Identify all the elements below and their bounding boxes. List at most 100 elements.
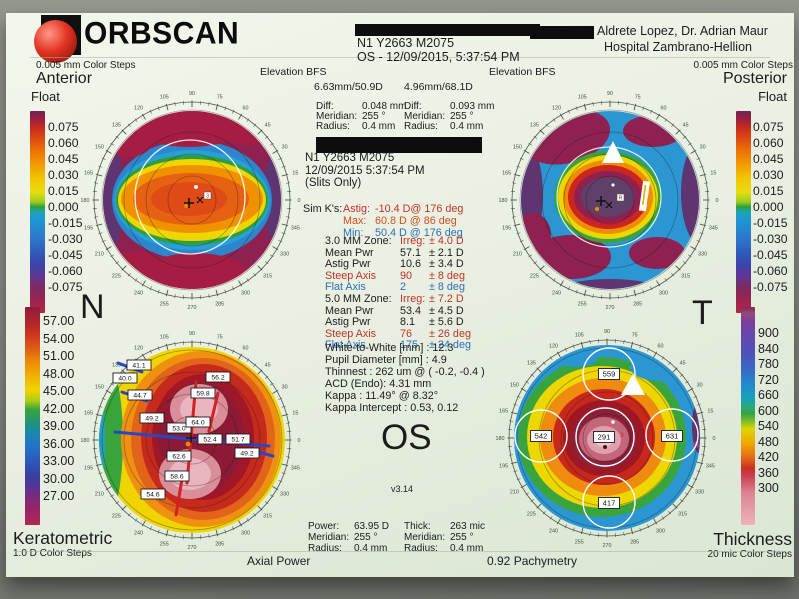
- grid-tick: [110, 142, 114, 146]
- clinician-name: Aldrete Lopez, Dr. Adrian Maur: [597, 24, 768, 38]
- scale-tick-label: -0.045: [753, 248, 788, 262]
- kv-value: 0.4 mm: [450, 121, 484, 133]
- grid-tick: [224, 346, 227, 351]
- degree-label: 30: [700, 145, 706, 151]
- grid-tick: [664, 118, 668, 122]
- grid-tick: [281, 472, 286, 475]
- grid-tick: [165, 529, 169, 537]
- grid-tick: [174, 534, 176, 539]
- scale-tick-label: 780: [758, 357, 779, 371]
- degree-label: 270: [188, 305, 197, 311]
- degree-label: 0: [713, 436, 716, 442]
- grid-tick: [516, 395, 521, 398]
- degree-label: 135: [527, 360, 536, 366]
- grid-tick: [232, 526, 235, 531]
- zone-cell: ± 3.4 D: [429, 258, 464, 271]
- degree-label: 60: [658, 343, 664, 349]
- kv-label: Radius:: [404, 121, 438, 133]
- grid-tick: [93, 456, 98, 458]
- zone-circle-nasal: [514, 409, 568, 463]
- grid-tick: [157, 529, 160, 534]
- scale-tick-label: 39.00: [43, 419, 75, 433]
- version-label: v3.14: [391, 484, 414, 494]
- degree-label: 105: [575, 333, 584, 339]
- grid-tick: [105, 486, 112, 491]
- grid-tick: [656, 113, 661, 120]
- grid-tick: [149, 109, 152, 114]
- scale-tick-label: 33.00: [43, 454, 75, 468]
- degree-label: 120: [134, 105, 143, 111]
- posterior-title: Posterior: [722, 70, 787, 87]
- zone-cell: ± 26 deg: [429, 327, 471, 340]
- scale-tick-label: -0.045: [48, 248, 83, 262]
- degree-label: 255: [160, 541, 169, 547]
- map-value-chip: [530, 430, 552, 442]
- grid-tick: [215, 289, 219, 297]
- map-value-text: 58.6: [170, 473, 183, 480]
- scale-tick-label: 600: [758, 403, 779, 418]
- scale-tick-label: 0.015: [48, 184, 79, 198]
- simk-cell: 50.4 D @ 176 deg: [375, 227, 463, 240]
- grid-tick: [679, 499, 684, 503]
- grid-tick: [95, 413, 103, 417]
- kv-label: Diff:: [316, 101, 334, 112]
- grid-tick: [208, 534, 210, 539]
- map-anterior-elevation: 0 15 30 45 60 75 90 105 120 135 150 165 180 195 210 225…: [81, 91, 301, 311]
- grid-tick: [668, 361, 672, 366]
- grid-tick: [575, 289, 578, 294]
- degree-label: 240: [552, 291, 561, 297]
- zone-cell: Steep Axis: [325, 327, 377, 340]
- kv-label: Meridian:: [316, 111, 358, 123]
- grid-tick: [520, 387, 527, 392]
- grid-circle: [123, 371, 261, 509]
- pachymetry-overlays: [514, 347, 699, 529]
- exam-patient-id: N1 Y2663 M2075: [305, 152, 395, 164]
- scale-tick-label: 0.000: [48, 200, 79, 214]
- grid-tick: [257, 265, 263, 271]
- degree-label: 210: [95, 252, 104, 258]
- grid-tick: [238, 520, 243, 527]
- degree-label: 150: [95, 145, 104, 151]
- grid-tick: [630, 527, 634, 535]
- kv-row: Radius: 0.4 mm: [316, 122, 406, 132]
- grid-tick: [95, 223, 103, 227]
- degree-label: 0: [716, 198, 719, 204]
- kv-label: Thick:: [404, 521, 431, 532]
- map-value-text: 59.8: [196, 390, 209, 397]
- grid-tick: [696, 461, 704, 465]
- kv-value: 0.4 mm: [450, 543, 484, 554]
- grid-tick: [105, 246, 112, 251]
- map-value-text: 51.7: [231, 436, 244, 443]
- grid-tick: [539, 129, 545, 135]
- kv-row: Meridian: 255 °: [404, 111, 494, 122]
- degree-label: 165: [84, 410, 93, 416]
- redaction-bar-top-right: [530, 26, 594, 39]
- grid-tick: [278, 240, 283, 243]
- grid-tick: [141, 520, 146, 527]
- grid-circle: [145, 153, 239, 247]
- grid-tick: [141, 280, 146, 287]
- marker-box-text: 3: [206, 194, 209, 200]
- degree-label: 300: [659, 291, 668, 297]
- degree-label: 105: [160, 335, 169, 341]
- grid-tick: [583, 289, 587, 297]
- grid-tick: [513, 173, 521, 177]
- metric-line: Kappa Intercept : 0.53, 0.12: [325, 402, 459, 414]
- kv-row: Meridian: 255 °: [404, 532, 485, 543]
- white-dot-marker: [611, 183, 615, 187]
- grid-tick: [687, 484, 694, 489]
- posterior-diff-block: Diff: 0.093 mm Meridian: 255 ° Radius: 0.4 mm: [404, 101, 494, 133]
- grid-tick: [238, 353, 243, 360]
- grid-tick: [253, 272, 257, 277]
- triangle-marker: [621, 374, 645, 395]
- zone-row: Mean Pwr 53.4 ± 4.5 D: [325, 305, 471, 318]
- grid-tick: [642, 106, 645, 111]
- grid-tick: [583, 103, 587, 111]
- map-value-text: 64.0: [191, 419, 204, 426]
- keratometric-scale-labels: 57.00 54.00 51.00 48.00 45.00 42.00 39.00 36.00…: [43, 313, 74, 506]
- kv-row: Radius: 0.4 mm: [404, 122, 494, 132]
- scale-tick-label: 540: [758, 419, 779, 433]
- grid-tick: [567, 109, 570, 114]
- zone-cell: Flat Axis: [325, 339, 366, 352]
- pupil-outline: [556, 146, 662, 248]
